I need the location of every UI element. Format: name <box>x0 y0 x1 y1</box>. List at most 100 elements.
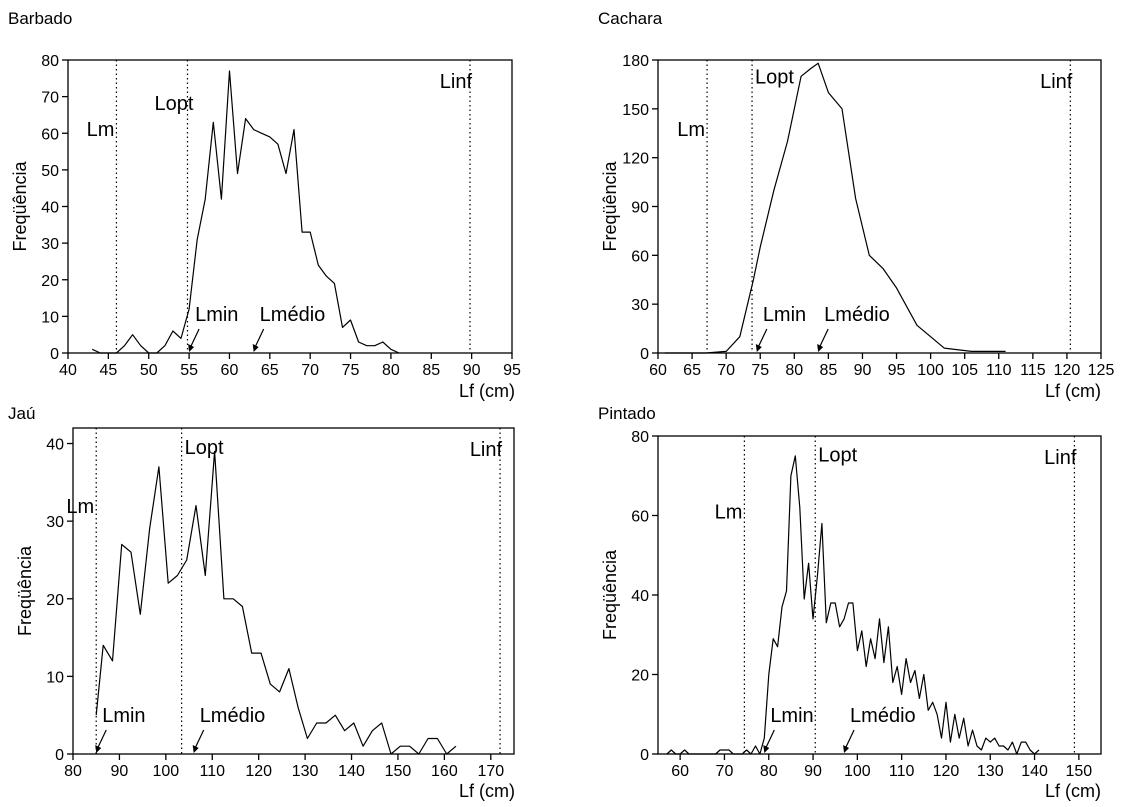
series-line <box>664 62 1006 354</box>
y-axis-label: Freqüência <box>15 545 35 636</box>
y-tick-label: 30 <box>41 236 59 253</box>
y-axis-label: Freqüência <box>600 549 620 640</box>
y-tick-label: 0 <box>55 747 64 764</box>
x-tick-label: 65 <box>261 362 279 379</box>
y-tick-label: 80 <box>41 53 59 70</box>
x-tick-label: 105 <box>951 362 978 379</box>
x-tick-label: 60 <box>671 763 689 780</box>
annotation-arrow-head <box>817 344 824 352</box>
y-tick-label: 60 <box>41 126 59 143</box>
x-tick-label: 95 <box>503 362 521 379</box>
series-line <box>95 450 457 755</box>
reference-label-lm: Lm <box>677 119 705 141</box>
x-tick-label: 150 <box>385 763 412 780</box>
annotation-arrow-shaft <box>844 729 855 750</box>
x-tick-label: 100 <box>152 763 179 780</box>
x-tick-label: 60 <box>221 362 239 379</box>
x-axis-label: Lf (cm) <box>1045 381 1101 401</box>
reference-label-lm: Lm <box>66 496 94 518</box>
y-tick-label: 0 <box>640 747 649 764</box>
annotation-arrow-head <box>763 745 770 753</box>
y-tick-label: 20 <box>631 668 649 685</box>
reference-label-lopt: Lopt <box>155 93 194 115</box>
reference-label-lm: Lm <box>715 502 743 524</box>
x-tick-label: 160 <box>431 763 458 780</box>
x-tick-label: 110 <box>889 763 915 780</box>
x-tick-label: 120 <box>933 763 960 780</box>
annotation-arrow-head <box>843 745 850 753</box>
y-axis-label: Freqüência <box>10 160 30 251</box>
x-axis-label: Lf (cm) <box>459 781 515 801</box>
y-tick-label: 0 <box>50 346 59 363</box>
chart-pintado: Pintado 0 20 40 60 80 60 70 80 90 100 110 120 130 140 1… <box>598 404 1102 801</box>
annotation-lm-dio: Lmédio <box>260 304 326 326</box>
annotation-arrow-head <box>755 344 762 352</box>
x-tick-label: 70 <box>717 362 735 379</box>
y-tick-label: 50 <box>41 163 59 180</box>
y-tick-label: 120 <box>622 151 649 168</box>
x-tick-label: 85 <box>422 362 440 379</box>
annotation-arrow-shaft <box>189 328 200 349</box>
chart-cachara: Cachara 0 30 60 90 120 150 180 60 65 70 75 80 85 90 95 1… <box>598 9 1114 401</box>
reference-label-lopt: Lopt <box>185 437 224 459</box>
y-tick-label: 80 <box>631 429 649 446</box>
x-tick-label: 130 <box>977 763 1004 780</box>
x-tick-label: 55 <box>180 362 198 379</box>
x-tick-label: 85 <box>819 362 837 379</box>
x-tick-label: 45 <box>99 362 117 379</box>
x-tick-label: 90 <box>111 763 129 780</box>
annotation-arrow-shaft <box>254 328 265 349</box>
x-tick-label: 90 <box>854 362 872 379</box>
reference-label-lm: Lm <box>87 119 115 141</box>
x-tick-label: 120 <box>1054 362 1081 379</box>
y-tick-label: 0 <box>640 346 649 363</box>
x-tick-label: 125 <box>1088 362 1115 379</box>
x-tick-label: 90 <box>804 763 822 780</box>
y-tick-label: 60 <box>631 509 649 526</box>
annotation-lmin: Lmin <box>102 705 145 727</box>
x-tick-label: 75 <box>342 362 360 379</box>
x-tick-label: 80 <box>785 362 803 379</box>
y-tick-label: 30 <box>46 514 64 531</box>
annotation-arrow-shaft <box>818 328 829 349</box>
chart-jau: Jaú 0 10 20 30 40 80 90 100 110 120 130 140 150 160 170… <box>8 404 515 801</box>
reference-label-lopt: Lopt <box>818 444 857 466</box>
annotation-arrow-shaft <box>194 729 205 750</box>
chart-barbado: Barbado 0 10 20 30 40 50 60 70 80 40 45 50 55 60 65 70 75… <box>8 9 521 401</box>
reference-label-linf: Linf <box>440 71 473 93</box>
y-tick-label: 90 <box>631 200 649 217</box>
reference-label-lopt: Lopt <box>755 66 794 88</box>
annotation-lm-dio: Lmédio <box>850 705 916 727</box>
chart-title: Cachara <box>598 9 663 28</box>
annotation-arrow-head <box>192 745 199 753</box>
y-axis-label: Freqüência <box>600 160 620 251</box>
x-tick-label: 75 <box>751 362 769 379</box>
x-tick-label: 80 <box>760 763 778 780</box>
annotation-arrow-shaft <box>764 729 775 750</box>
y-tick-label: 20 <box>41 273 59 290</box>
y-tick-label: 70 <box>41 90 59 107</box>
y-tick-label: 40 <box>631 588 649 605</box>
annotation-lmin: Lmin <box>770 705 813 727</box>
x-tick-label: 150 <box>1065 763 1092 780</box>
chart-title: Pintado <box>598 404 656 423</box>
x-tick-label: 65 <box>683 362 701 379</box>
x-tick-label: 70 <box>716 763 734 780</box>
x-tick-label: 140 <box>338 763 365 780</box>
x-tick-label: 60 <box>649 362 667 379</box>
reference-label-linf: Linf <box>1044 447 1077 469</box>
x-tick-label: 100 <box>844 763 871 780</box>
annotation-lmin: Lmin <box>763 304 806 326</box>
annotation-arrow-head <box>95 745 102 753</box>
x-tick-label: 90 <box>463 362 481 379</box>
y-tick-label: 40 <box>46 437 64 454</box>
annotation-arrow-head <box>252 344 259 352</box>
x-tick-label: 95 <box>888 362 906 379</box>
x-axis-label: Lf (cm) <box>459 381 515 401</box>
y-tick-label: 180 <box>622 53 649 70</box>
annotation-arrow-shaft <box>757 328 768 349</box>
y-tick-label: 30 <box>631 297 649 314</box>
y-tick-label: 10 <box>46 669 64 686</box>
chart-title: Barbado <box>8 9 72 28</box>
